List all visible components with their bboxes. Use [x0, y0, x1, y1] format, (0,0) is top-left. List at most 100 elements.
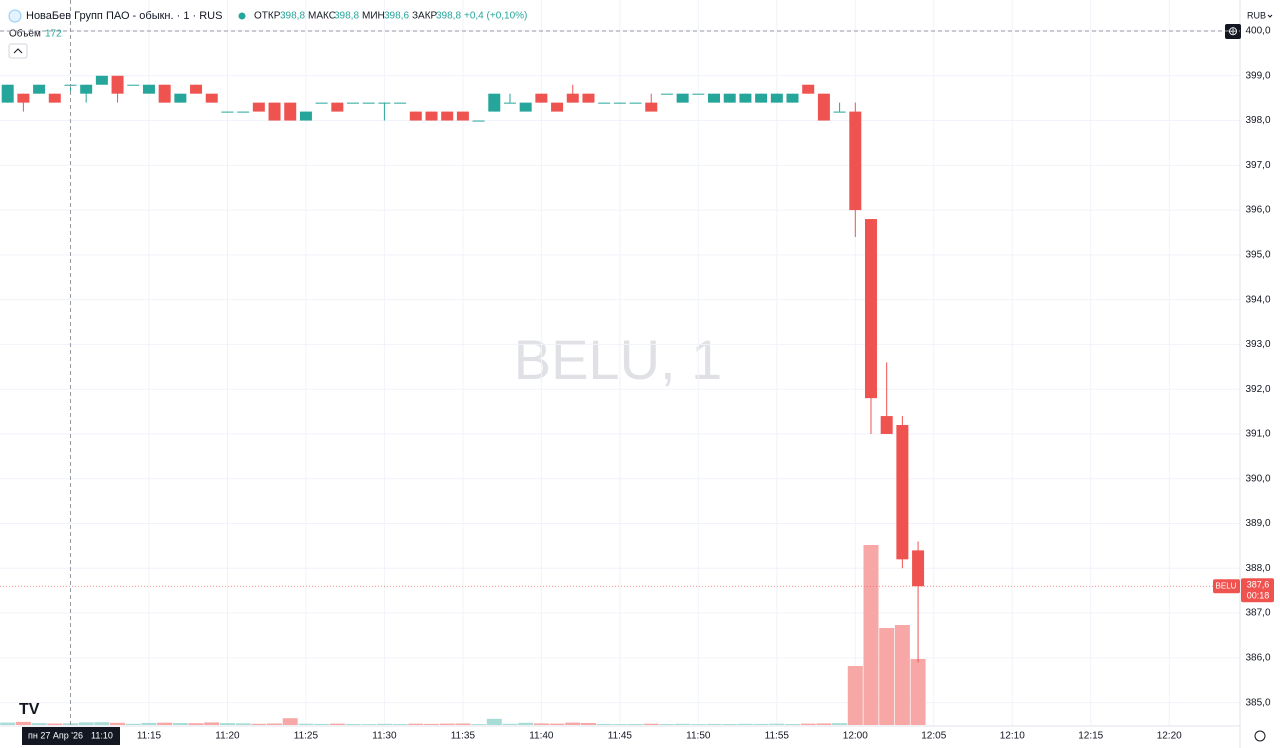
y-tick-label: 395,0: [1245, 250, 1270, 261]
candle-body: [896, 425, 909, 560]
volume-bar: [643, 723, 659, 725]
volume-bar: [847, 666, 863, 725]
x-tick-label: 12:05: [921, 731, 946, 742]
volume-bar: [172, 723, 188, 725]
candle-body: [268, 102, 281, 121]
open-value: 398,8: [280, 11, 305, 22]
volume-bar: [722, 724, 738, 725]
candle-body: [566, 93, 579, 103]
high-label: МАКС: [308, 11, 336, 22]
candle-body: [613, 102, 626, 104]
volume-bar: [31, 723, 47, 725]
candle-body: [629, 102, 642, 104]
candle-body: [535, 93, 548, 103]
volume-bar: [769, 723, 785, 725]
crosshair-date: пн 27 Апр '26: [28, 730, 83, 740]
x-tick-label: 11:50: [686, 731, 711, 742]
volume-bar: [94, 722, 110, 725]
volume-bar: [580, 723, 596, 725]
logo: TV: [19, 701, 40, 718]
candle-body: [645, 102, 658, 112]
symbol-tag-label: BELU: [1216, 581, 1237, 590]
candle-body: [111, 75, 124, 94]
currency[interactable]: RUB: [1247, 10, 1266, 20]
candle-body: [864, 219, 877, 399]
volume-bar: [345, 724, 361, 725]
volume-bar: [392, 724, 408, 725]
y-tick-label: 396,0: [1245, 205, 1270, 216]
volume-bar: [800, 723, 816, 725]
y-tick-label: 386,0: [1245, 652, 1270, 663]
candle-body: [598, 102, 611, 104]
volume-bar: [737, 723, 753, 725]
candle-body: [299, 111, 312, 121]
volume-bar: [47, 723, 63, 725]
currency-caret: [1267, 14, 1273, 18]
candle-body: [409, 111, 422, 121]
candle-body: [362, 102, 375, 104]
volume-bar: [251, 723, 267, 725]
volume-bar: [502, 723, 518, 725]
candle-body: [676, 93, 689, 103]
volume-bar: [110, 722, 126, 725]
x-tick-label: 12:15: [1078, 731, 1103, 742]
y-tick-label: 385,0: [1245, 697, 1270, 708]
price-tag: [1241, 578, 1274, 603]
candle-body: [503, 102, 516, 104]
collapse-icon: [13, 48, 23, 54]
volume-bar: [125, 723, 141, 725]
x-tick-label: 12:00: [843, 731, 868, 742]
candle-body: [708, 93, 721, 103]
candle-body: [205, 93, 218, 103]
volume-bar: [314, 723, 330, 725]
collapse-button[interactable]: [8, 43, 28, 59]
volume-bar: [329, 723, 345, 725]
candle-body: [441, 111, 454, 121]
volume-bar: [204, 722, 220, 725]
volume-bar: [612, 724, 628, 725]
y-tick-label: 400,0: [1245, 26, 1270, 37]
volume-bar: [408, 723, 424, 725]
y-tick-label: 399,0: [1245, 70, 1270, 81]
candle-body: [425, 111, 438, 121]
volume-bar: [863, 545, 879, 725]
candle-body: [456, 111, 469, 121]
crosshair-time-tag: [22, 727, 120, 745]
countdown-label: 00:18: [1247, 591, 1270, 601]
candle-body: [190, 84, 203, 94]
candle-body: [833, 111, 846, 113]
volume-bar: [298, 723, 314, 725]
volume-bar: [879, 628, 895, 725]
volume-bar: [361, 724, 377, 725]
y-tick-label: 391,0: [1245, 429, 1270, 440]
settings-icon[interactable]: [1254, 730, 1266, 742]
volume-bar: [423, 723, 439, 725]
candle-body: [739, 93, 752, 103]
symbol-tag: [1213, 579, 1240, 594]
y-tick-label: 393,0: [1245, 339, 1270, 350]
volume-bar: [785, 724, 801, 725]
x-tick-label: 11:20: [215, 731, 240, 742]
symbol-icon[interactable]: [8, 9, 22, 23]
volume-bar: [439, 723, 455, 725]
candle-body: [1, 84, 14, 103]
y-tick-label: 389,0: [1245, 518, 1270, 529]
volume-bar: [486, 718, 502, 725]
candle-body: [48, 93, 61, 103]
candle-body: [880, 416, 893, 434]
close-label: ЗАКР: [412, 11, 438, 22]
candle-body: [284, 102, 297, 121]
close-value: 398,8: [436, 11, 461, 22]
symbol-title[interactable]: НоваБев Групп ПАО - обыкн. · 1 · RUS: [26, 10, 222, 22]
candle-body: [174, 93, 187, 103]
volume-bar: [533, 723, 549, 725]
x-tick-label: 11:30: [372, 731, 397, 742]
candle-body: [378, 102, 391, 104]
price-tag-label: 387,6: [1247, 580, 1270, 590]
candle-body: [488, 93, 501, 112]
x-tick-label: 12:10: [1000, 731, 1025, 742]
x-tick-label: 11:40: [529, 731, 554, 742]
candle-body: [17, 93, 30, 103]
